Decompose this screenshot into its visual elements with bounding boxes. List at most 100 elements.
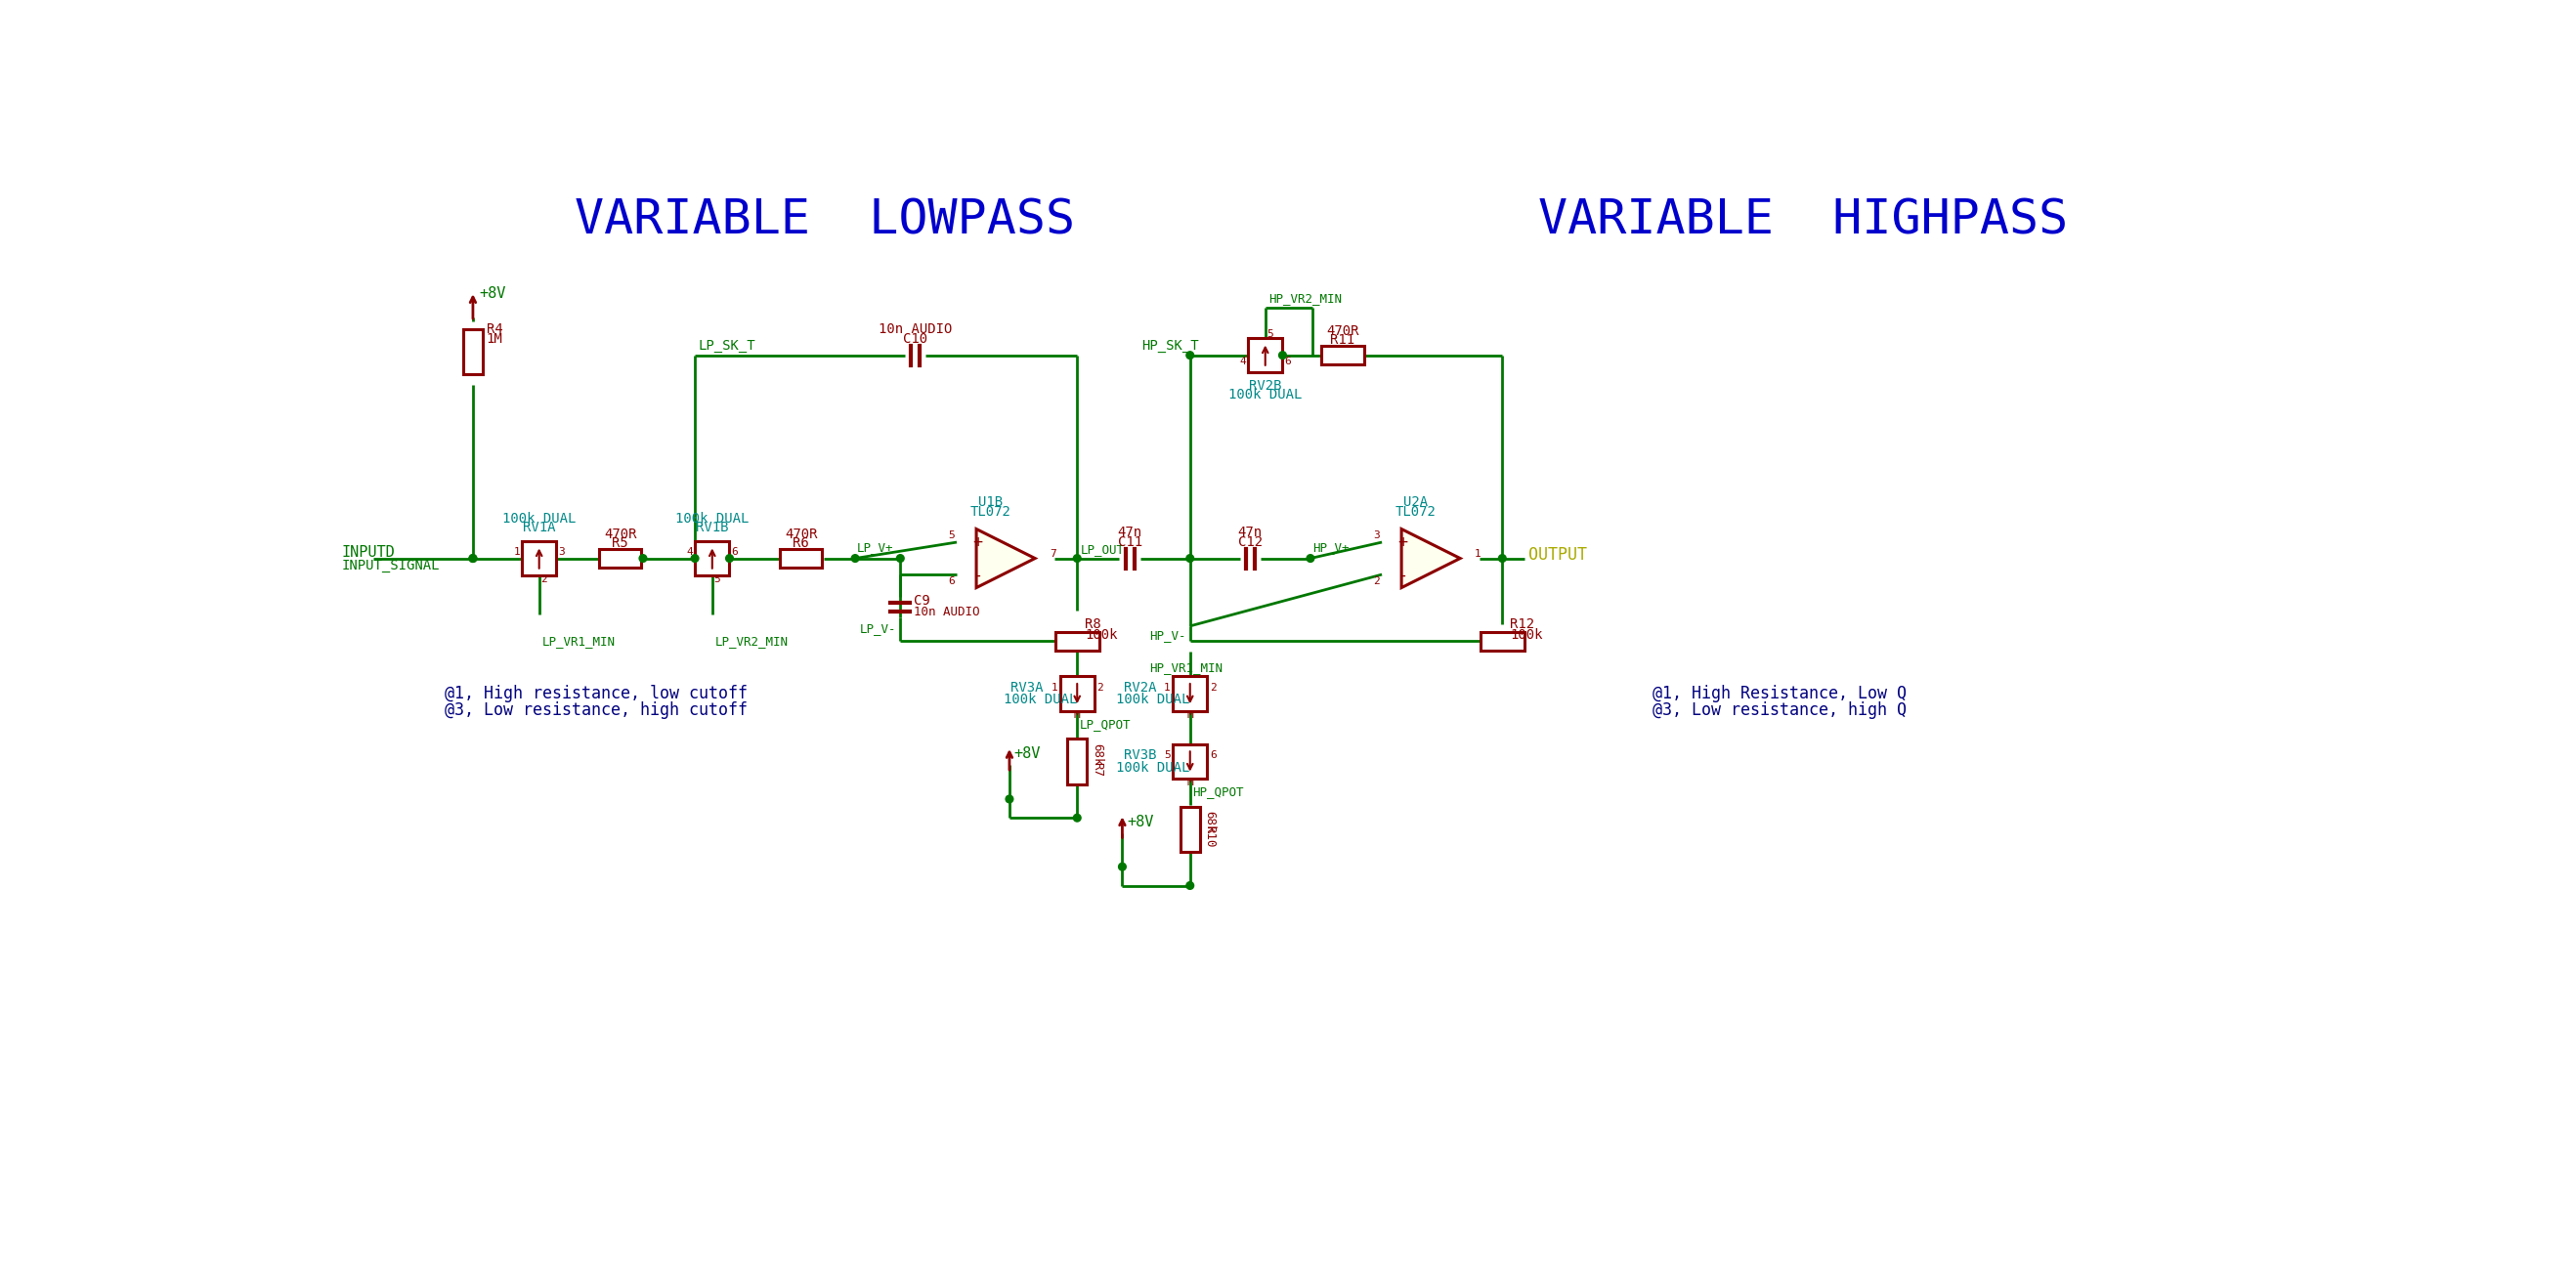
Text: 6: 6: [948, 576, 956, 586]
Bar: [1481, 631, 1525, 650]
Text: 1: 1: [1051, 683, 1059, 692]
Text: LP_VR2_MIN: LP_VR2_MIN: [716, 635, 788, 648]
Text: 2: 2: [1097, 683, 1103, 692]
Text: M: M: [1074, 710, 1079, 720]
Circle shape: [1306, 554, 1314, 562]
Text: +: +: [1396, 533, 1406, 550]
Text: R8: R8: [1084, 618, 1100, 631]
Text: 6: 6: [732, 548, 737, 557]
Circle shape: [1188, 881, 1193, 889]
Text: LP_V-: LP_V-: [860, 623, 896, 635]
Text: VARIABLE  HIGHPASS: VARIABLE HIGHPASS: [1538, 197, 2069, 243]
Text: RV2B: RV2B: [1249, 379, 1283, 393]
Text: @1, High resistance, low cutoff: @1, High resistance, low cutoff: [446, 685, 747, 702]
Bar: [1056, 631, 1100, 650]
Text: OUTPUT: OUTPUT: [1528, 547, 1587, 564]
Text: 1: 1: [513, 548, 520, 557]
Text: 10n AUDIO: 10n AUDIO: [878, 323, 953, 336]
Circle shape: [469, 554, 477, 562]
Text: U2A: U2A: [1404, 495, 1427, 508]
Text: R12: R12: [1510, 618, 1535, 631]
Text: 470R: 470R: [786, 527, 817, 541]
Polygon shape: [1401, 529, 1461, 587]
Text: C11: C11: [1118, 535, 1141, 549]
Bar: [600, 549, 641, 567]
Text: U1B: U1B: [979, 495, 1002, 508]
Circle shape: [726, 554, 734, 562]
Text: 2: 2: [1211, 683, 1216, 692]
Text: RV2A: RV2A: [1123, 681, 1157, 695]
Circle shape: [896, 554, 904, 562]
Circle shape: [1074, 554, 1082, 562]
Bar: [696, 541, 729, 576]
Text: RV1A: RV1A: [523, 521, 556, 534]
Text: 100k: 100k: [1510, 628, 1543, 642]
Text: +8V: +8V: [479, 287, 505, 301]
Text: 5: 5: [1267, 330, 1273, 339]
Text: M: M: [1188, 777, 1193, 787]
Circle shape: [690, 554, 698, 562]
Circle shape: [1499, 554, 1507, 562]
Text: 100k DUAL: 100k DUAL: [1229, 388, 1301, 402]
Bar: [1321, 346, 1363, 364]
Text: INPUTD: INPUTD: [343, 545, 397, 559]
Text: R10: R10: [1203, 825, 1216, 847]
Text: 68k: 68k: [1090, 743, 1103, 765]
Text: 4: 4: [688, 548, 693, 557]
Text: 100k DUAL: 100k DUAL: [1115, 692, 1190, 706]
Text: HP_QPOT: HP_QPOT: [1193, 786, 1244, 799]
Text: +8V: +8V: [1015, 747, 1041, 761]
Text: 5: 5: [714, 574, 721, 585]
Text: 5: 5: [1164, 751, 1170, 761]
Bar: [1172, 676, 1208, 711]
Circle shape: [853, 554, 858, 562]
Text: 3: 3: [1373, 531, 1381, 540]
Text: @1, High Resistance, Low Q: @1, High Resistance, Low Q: [1654, 685, 1906, 702]
Text: TL072: TL072: [1396, 505, 1437, 519]
Text: 1: 1: [1164, 683, 1170, 692]
Text: @3, Low resistance, high cutoff: @3, Low resistance, high cutoff: [446, 701, 747, 719]
Text: 470R: 470R: [1327, 325, 1360, 339]
Text: 100k DUAL: 100k DUAL: [502, 512, 577, 525]
Text: HP_VR2_MIN: HP_VR2_MIN: [1270, 293, 1342, 306]
Polygon shape: [976, 529, 1036, 587]
Text: 100k DUAL: 100k DUAL: [675, 512, 750, 525]
Text: R4: R4: [487, 322, 502, 336]
Text: HP_VR1_MIN: HP_VR1_MIN: [1149, 661, 1224, 673]
Circle shape: [639, 554, 647, 562]
Bar: [781, 549, 822, 567]
Text: 68k: 68k: [1203, 810, 1216, 833]
Text: M: M: [1188, 710, 1193, 720]
Text: 6: 6: [1211, 751, 1216, 761]
Text: C12: C12: [1239, 535, 1262, 549]
Text: -: -: [971, 566, 981, 583]
Text: 1M: 1M: [487, 332, 502, 346]
Text: LP_OUT: LP_OUT: [1082, 543, 1126, 555]
Text: C9: C9: [914, 595, 930, 609]
Text: 100k: 100k: [1084, 628, 1118, 642]
Text: 470R: 470R: [603, 527, 636, 541]
Circle shape: [1188, 554, 1193, 562]
Text: 47n: 47n: [1239, 526, 1262, 540]
Text: VARIABLE  LOWPASS: VARIABLE LOWPASS: [574, 197, 1074, 243]
Text: C10: C10: [904, 332, 927, 346]
Text: 100k DUAL: 100k DUAL: [1005, 692, 1077, 706]
Text: R6: R6: [793, 536, 809, 550]
Text: 1: 1: [1473, 549, 1481, 559]
Text: 2: 2: [541, 574, 546, 585]
Bar: [1247, 339, 1283, 373]
Text: LP_SK_T: LP_SK_T: [698, 340, 755, 353]
Text: INPUT_SIGNAL: INPUT_SIGNAL: [343, 559, 440, 573]
Text: 7: 7: [1048, 549, 1056, 559]
Bar: [1059, 676, 1095, 711]
Text: 6: 6: [1283, 356, 1291, 366]
Text: 47n: 47n: [1118, 526, 1141, 540]
Text: HP_V-: HP_V-: [1149, 629, 1188, 642]
Bar: [1172, 744, 1208, 779]
Text: R7: R7: [1090, 762, 1103, 776]
Text: TL072: TL072: [971, 505, 1010, 519]
Bar: [1066, 739, 1087, 784]
Circle shape: [1118, 864, 1126, 871]
Text: 10n AUDIO: 10n AUDIO: [914, 605, 979, 618]
Text: 2: 2: [1373, 576, 1381, 586]
